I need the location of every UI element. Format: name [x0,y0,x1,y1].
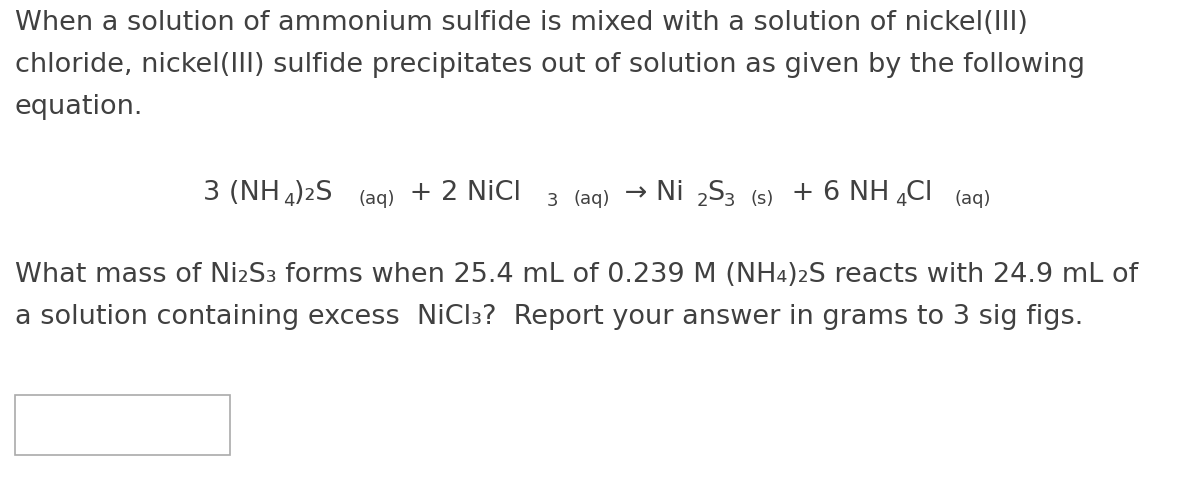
Text: S: S [708,180,725,206]
Text: + 2 NiCl: + 2 NiCl [401,180,521,206]
Text: a solution containing excess  NiCl₃?  Report your answer in grams to 3 sig figs.: a solution containing excess NiCl₃? Repo… [14,304,1084,330]
Text: 3: 3 [546,192,558,210]
Text: (aq): (aq) [359,190,395,208]
Text: 4: 4 [895,192,907,210]
Text: chloride, nickel(III) sulfide precipitates out of solution as given by the follo: chloride, nickel(III) sulfide precipitat… [14,52,1085,78]
Text: What mass of Ni₂S₃ forms when 25.4 mL of 0.239 M (NH₄)₂S reacts with 24.9 mL of: What mass of Ni₂S₃ forms when 25.4 mL of… [14,262,1138,288]
Text: equation.: equation. [14,94,143,120]
Text: 2: 2 [697,192,708,210]
Text: (aq): (aq) [574,190,610,208]
Text: 3 (NH: 3 (NH [203,180,280,206]
Text: → Ni: → Ni [616,180,684,206]
Bar [14,395,230,455]
Text: Cl: Cl [906,180,941,206]
Text: (aq): (aq) [954,190,991,208]
Text: 3: 3 [724,192,736,210]
Text: )₂S: )₂S [294,180,341,206]
Text: 4: 4 [283,192,294,210]
Text: (s): (s) [750,190,774,208]
Text: + 6 NH: + 6 NH [782,180,889,206]
Text: When a solution of ammonium sulfide is mixed with a solution of nickel(III): When a solution of ammonium sulfide is m… [14,10,1028,36]
